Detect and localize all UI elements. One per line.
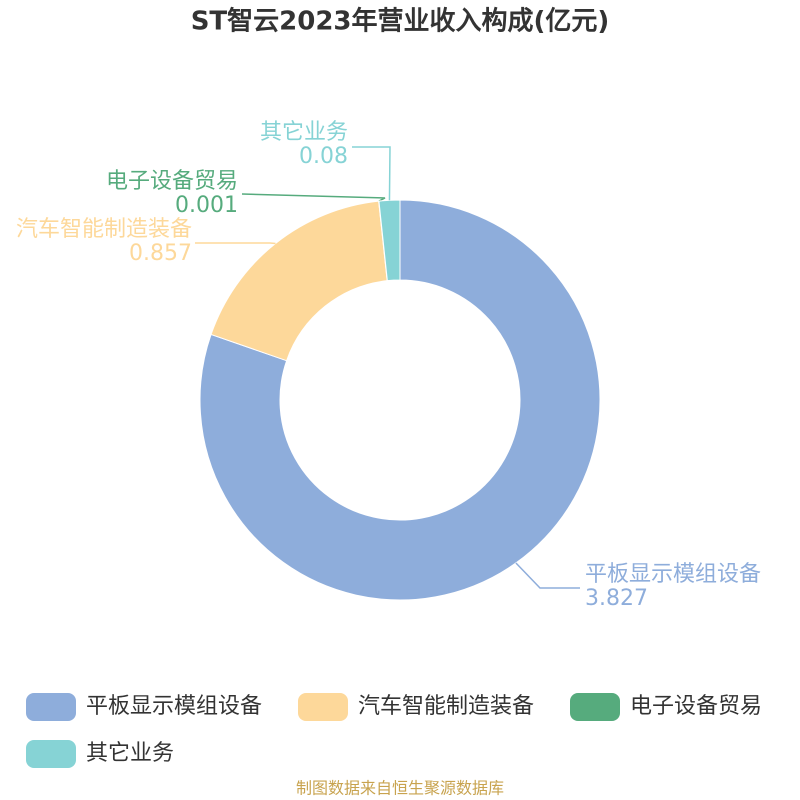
value-label: 0.08 [299, 144, 348, 169]
legend-label: 平板显示模组设备 [86, 694, 262, 719]
slice-label: 汽车智能制造装备 [16, 217, 192, 242]
value-label: 0.857 [129, 241, 192, 266]
legend-swatch [298, 693, 348, 721]
leader-line [515, 562, 580, 589]
value-label: 3.827 [585, 586, 648, 611]
slice-label: 其它业务 [260, 120, 348, 145]
value-label: 0.001 [175, 193, 238, 218]
donut-slice [210, 200, 388, 362]
slice-label: 平板显示模组设备 [585, 562, 761, 587]
legend-swatch [26, 740, 76, 768]
legend-label: 电子设备贸易 [630, 694, 762, 719]
legend-swatch [26, 693, 76, 721]
chart-title: ST智云2023年营业收入构成(亿元) [191, 6, 610, 37]
leader-line [241, 193, 386, 202]
source-note: 制图数据来自恒生聚源数据库 [296, 779, 504, 798]
donut-slice [378, 199, 401, 282]
legend-swatch [570, 693, 620, 721]
legend-label: 其它业务 [86, 741, 174, 766]
donut-slice [199, 199, 601, 601]
legend-label: 汽车智能制造装备 [358, 694, 534, 719]
leader-line [352, 146, 391, 201]
slice-label: 电子设备贸易 [106, 169, 238, 194]
